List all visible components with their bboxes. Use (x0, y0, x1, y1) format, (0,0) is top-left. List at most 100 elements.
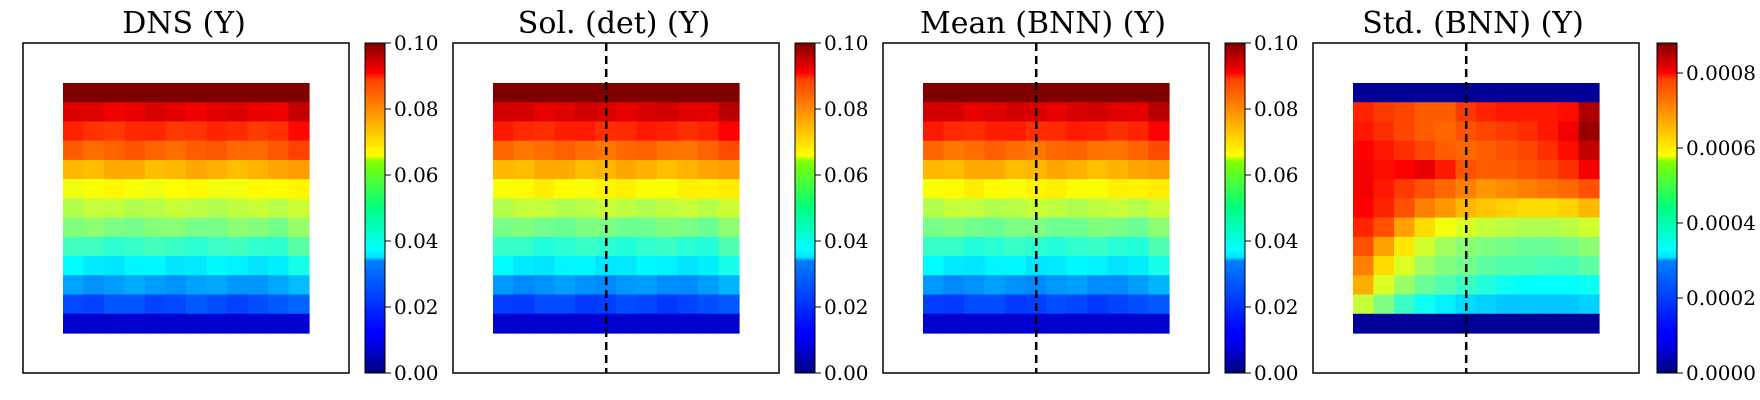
heatmap-cell (247, 236, 269, 257)
heatmap-cells (493, 83, 740, 334)
heatmap-cell (1005, 121, 1027, 142)
heatmap-cell (1394, 198, 1416, 219)
heatmap-cell (1517, 313, 1539, 334)
heatmap-cell (1435, 83, 1457, 103)
heatmap-cell (1066, 217, 1088, 238)
colorbar (364, 42, 386, 374)
heatmap-cell (554, 121, 576, 142)
heatmap-cell (677, 102, 699, 123)
heatmap-cell (1476, 159, 1498, 180)
heatmap-cell (677, 83, 699, 103)
heatmap-cell (206, 179, 228, 199)
heatmap-cell (268, 83, 290, 103)
heatmap-cell (288, 198, 310, 219)
heatmap-cell (1414, 198, 1436, 219)
heatmap-cell (1087, 198, 1109, 219)
heatmap-cell (554, 102, 576, 123)
heatmap-cell (923, 159, 945, 180)
heatmap-cell (124, 121, 146, 142)
heatmap-cell (1394, 140, 1416, 161)
heatmap-cell (1046, 294, 1068, 315)
heatmap-cell (1517, 256, 1539, 276)
heatmap-cell (1455, 198, 1477, 219)
heatmap-cell (83, 179, 105, 199)
heatmap-cell (145, 275, 167, 296)
heatmap-cell (1578, 275, 1600, 296)
colorbar-tick-label: 0.04 (824, 229, 869, 253)
heatmap-cell (984, 140, 1006, 161)
heatmap-cell (247, 275, 269, 296)
heatmap-cell (964, 236, 986, 257)
heatmap-cell (718, 256, 740, 276)
heatmap-cell (1107, 179, 1129, 199)
heatmap-cell (83, 256, 105, 276)
heatmap-cell (964, 159, 986, 180)
heatmap-cell (1435, 198, 1457, 219)
heatmap-cell (63, 159, 85, 180)
heatmap-cell (1537, 198, 1559, 219)
heatmap-cell (1476, 83, 1498, 103)
heatmap-cell (1046, 313, 1068, 334)
heatmap-cell (227, 121, 249, 142)
heatmap-cell (1496, 83, 1518, 103)
heatmap-cell (124, 102, 146, 123)
heatmap-cell (186, 198, 208, 219)
heatmap-cell (616, 313, 638, 334)
heatmap-cell (513, 121, 535, 142)
heatmap-cell (616, 198, 638, 219)
heatmap-cell (718, 179, 740, 199)
heatmap-cell (575, 140, 597, 161)
heatmap-cell (1476, 102, 1498, 123)
heatmap-cell (124, 313, 146, 334)
heatmap-cell (1435, 256, 1457, 276)
heatmap-cell (534, 236, 556, 257)
heatmap-cell (1558, 102, 1580, 123)
heatmap-cell (268, 140, 290, 161)
heatmap-cell (698, 102, 720, 123)
heatmap-cell (534, 140, 556, 161)
heatmap-cell (698, 83, 720, 103)
heatmap-cell (698, 275, 720, 296)
heatmap-cell (616, 294, 638, 315)
heatmap-cell (104, 121, 126, 142)
heatmap-cell (1496, 140, 1518, 161)
heatmap-cell (1496, 256, 1518, 276)
heatmap-cell (1353, 275, 1375, 296)
heatmap-cell (1066, 256, 1088, 276)
heatmap-cell (1455, 275, 1477, 296)
heatmap-cell (657, 256, 679, 276)
heatmap-cell (1558, 83, 1580, 103)
heatmap-cell (63, 256, 85, 276)
heatmap-cell (1005, 313, 1027, 334)
colorbar-tick-label: 0.0002 (1686, 286, 1756, 310)
heatmap-cell (984, 198, 1006, 219)
heatmap-cell (124, 159, 146, 180)
heatmap-cell (83, 121, 105, 142)
heatmap-cell (1578, 102, 1600, 123)
heatmap-cell (1107, 313, 1129, 334)
heatmap-cell (636, 275, 658, 296)
heatmap-cell (145, 236, 167, 257)
heatmap-cell (636, 140, 658, 161)
heatmap-cell (595, 159, 617, 180)
heatmap-cell (1353, 294, 1375, 315)
heatmap-cell (657, 217, 679, 238)
heatmap-cell (493, 102, 515, 123)
heatmap-cell (923, 275, 945, 296)
panel-title: DNS (Y) (122, 6, 246, 41)
heatmap-cell (677, 140, 699, 161)
heatmap-cell (493, 256, 515, 276)
colorbar-tick-label: 0.0006 (1686, 136, 1756, 160)
heatmap-cell (145, 179, 167, 199)
heatmap-cell (165, 83, 187, 103)
heatmap-cell (1148, 83, 1170, 103)
heatmap-cell (288, 121, 310, 142)
heatmap-cell (1066, 179, 1088, 199)
heatmap-cell (923, 236, 945, 257)
heatmap-cell (923, 121, 945, 142)
heatmap-cell (165, 217, 187, 238)
heatmap-cell (493, 275, 515, 296)
heatmap-cell (1496, 275, 1518, 296)
heatmap-cell (718, 140, 740, 161)
heatmap-cell (595, 236, 617, 257)
